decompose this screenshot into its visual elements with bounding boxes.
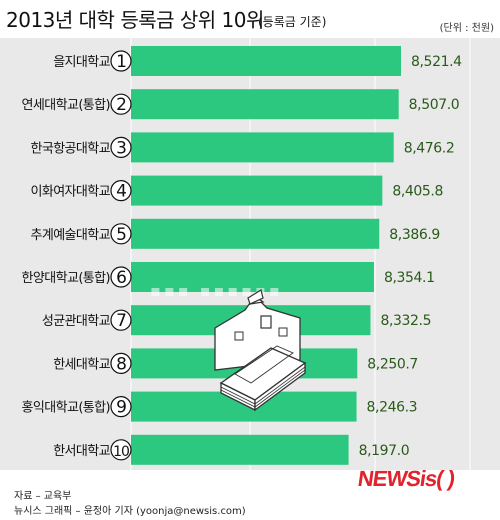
rank-number-7: 7 (116, 311, 126, 331)
bar-2 (131, 89, 399, 120)
value-label-2: 8,507.0 (409, 97, 460, 113)
university-building-icon (214, 289, 307, 412)
value-label-10: 8,197.0 (359, 443, 410, 459)
rank-number-8: 8 (116, 354, 126, 374)
chart-panel: 을지대학교 1 8,521.4 연세대학교(통합) 2 8,507.0 한국항공대학교 3 8,… (0, 38, 500, 470)
rank-circle-1 (110, 50, 132, 72)
rank-circle-5 (110, 223, 132, 245)
rank-circle-3 (110, 136, 132, 159)
value-label-3: 8,476.2 (404, 140, 455, 156)
bar-6 (131, 262, 374, 292)
bar-chart: 을지대학교 1 8,521.4 연세대학교(통합) 2 8,507.0 한국항공대학교 3 8,… (22, 38, 471, 470)
category-label-1: 을지대학교 (53, 55, 110, 70)
value-label-7: 8,332.5 (380, 313, 431, 329)
value-label-6: 8,354.1 (384, 270, 435, 286)
bar-10 (131, 434, 349, 465)
rank-number-3: 3 (116, 138, 126, 158)
rank-number-1: 1 (116, 52, 126, 72)
category-label-2: 연세대학교(통합) (22, 98, 110, 113)
bar-4 (131, 175, 383, 206)
rank-circle-8 (110, 352, 132, 374)
rank-circle-7 (110, 309, 132, 331)
credit-note: 뉴시스 그래픽 – 윤정아 기자 (yoonja@newsis.com) (14, 506, 246, 517)
category-label-7: 성균관대학교 (42, 314, 111, 329)
chart-title: 2013년 대학 등록금 상위 10위 (6, 8, 264, 32)
rank-circle-9 (110, 396, 132, 418)
rank-circle-6 (110, 266, 132, 288)
bar-3 (131, 132, 394, 163)
value-label-4: 8,405.8 (392, 184, 443, 200)
rank-number-5: 5 (116, 225, 126, 245)
unit-label: (단위 : 천원) (439, 23, 494, 34)
value-label-8: 8,250.7 (367, 356, 418, 372)
watermark: ▪▪▪ ▪▪▪▪▪▪ (150, 281, 283, 300)
value-label-5: 8,386.9 (389, 227, 440, 243)
category-label-9: 홍익대학교(통합) (22, 401, 110, 416)
category-label-10: 한서대학교 (53, 444, 110, 459)
rank-circle-4 (110, 180, 132, 202)
category-label-4: 이화여자대학교 (30, 185, 110, 200)
source-note: 자료 – 교육부 (14, 491, 72, 502)
rank-number-10: 10 (113, 444, 129, 460)
value-label-1: 8,521.4 (411, 54, 462, 70)
rank-circle-10 (110, 439, 132, 461)
bar-1 (131, 46, 401, 76)
rank-number-2: 2 (116, 95, 126, 115)
newsis-logo: NEWSis( ) (356, 466, 456, 492)
category-label-8: 한세대학교 (53, 357, 110, 372)
rank-number-9: 9 (116, 398, 126, 418)
value-label-9: 8,246.3 (367, 400, 418, 416)
logo-paren: ( ) (434, 466, 456, 491)
rank-number-4: 4 (116, 182, 126, 202)
category-label-3: 한국항공대학교 (30, 141, 110, 156)
bar-5 (131, 218, 380, 249)
category-label-5: 추계예술대학교 (30, 228, 110, 243)
rank-number-6: 6 (116, 268, 126, 288)
logo-news: NEWS (356, 466, 422, 491)
chart-subtitle: (등록금 기준) (258, 15, 327, 29)
rank-circle-2 (110, 93, 132, 115)
category-label-6: 한양대학교(통합) (22, 271, 110, 286)
